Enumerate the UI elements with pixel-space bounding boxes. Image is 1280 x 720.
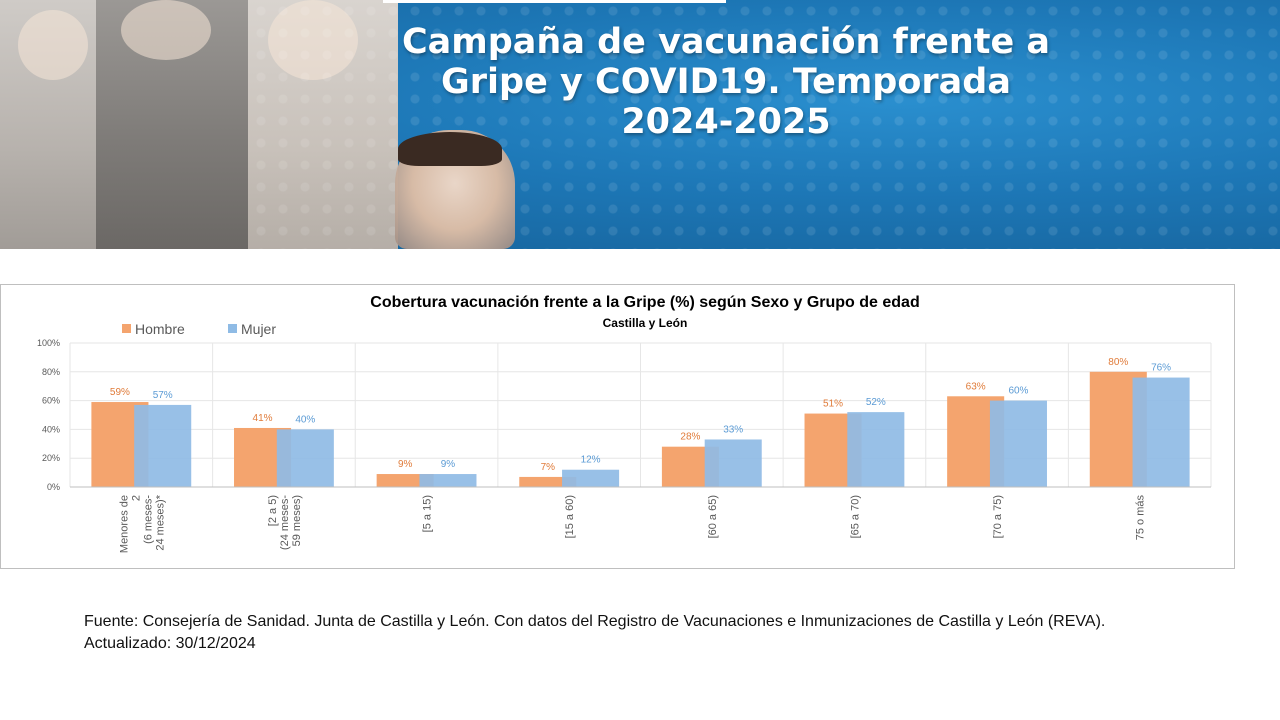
legend-label-mujer: Mujer: [241, 321, 276, 337]
data-label-hombre: 63%: [966, 381, 986, 392]
banner-title-line-3: 2024-2025: [621, 102, 831, 142]
x-tick-label: 24 meses)*: [154, 494, 166, 550]
y-tick-label: 60%: [42, 396, 60, 406]
y-tick-label: 0%: [47, 482, 60, 492]
banner-photo-young-woman: [248, 0, 398, 249]
x-tick-label: (24 meses-: [279, 495, 291, 550]
legend-label-hombre: Hombre: [135, 321, 185, 337]
updated-line: Actualizado: 30/12/2024: [84, 635, 256, 652]
data-label-mujer: 52%: [866, 397, 886, 408]
y-tick-label: 40%: [42, 424, 60, 434]
y-tick-label: 20%: [42, 453, 60, 463]
banner-photo-elderly-man: [96, 0, 248, 249]
data-label-mujer: 33%: [723, 424, 743, 435]
data-label-hombre: 28%: [680, 432, 700, 443]
banner-title-line-1: Campaña de vacunación frente a: [401, 22, 1051, 62]
data-label-hombre: 59%: [110, 387, 130, 398]
bar-mujer: [989, 400, 1047, 487]
legend-swatch-hombre: [122, 324, 131, 333]
x-tick-label: Menores de: [118, 495, 130, 553]
x-tick-label: [70 a 75): [992, 495, 1004, 538]
data-label-hombre: 7%: [541, 462, 556, 473]
y-tick-label: 100%: [37, 338, 60, 348]
data-label-hombre: 9%: [398, 459, 413, 470]
x-tick-label: [5 a 15): [422, 495, 434, 532]
chart-title: Cobertura vacunación frente a la Gripe (…: [370, 294, 919, 311]
x-tick-label: 59 meses): [291, 495, 303, 546]
data-label-mujer: 12%: [581, 455, 601, 466]
bar-hombre: [519, 476, 577, 487]
x-tick-label: (6 meses-: [142, 495, 154, 544]
x-tick-label: 75 o más: [1135, 495, 1147, 541]
bar-mujer: [276, 429, 334, 487]
bar-mujer: [562, 469, 620, 487]
source-note: Fuente: Consejería de Sanidad. Junta de …: [84, 611, 1264, 655]
banner-top-bar: [383, 0, 726, 3]
legend-swatch-mujer: [228, 324, 237, 333]
data-label-hombre: 80%: [1108, 357, 1128, 368]
data-label-hombre: 41%: [253, 413, 273, 424]
x-tick-label: [65 a 70): [849, 495, 861, 538]
x-tick-label: 2: [130, 495, 142, 501]
bar-mujer: [419, 474, 477, 487]
banner-title: Campaña de vacunación frente a Gripe y C…: [296, 22, 1156, 142]
banner-photo-woman: [0, 0, 96, 249]
bar-mujer: [847, 412, 905, 487]
data-label-mujer: 76%: [1151, 363, 1171, 374]
bar-mujer: [1132, 377, 1190, 487]
data-label-mujer: 60%: [1008, 386, 1028, 397]
x-tick-label: [60 a 65): [707, 495, 719, 538]
banner-title-line-2: Gripe y COVID19. Temporada: [441, 62, 1011, 102]
data-label-mujer: 9%: [441, 459, 456, 470]
bar-mujer: [134, 404, 192, 487]
source-line: Fuente: Consejería de Sanidad. Junta de …: [84, 613, 1106, 630]
data-label-mujer: 40%: [295, 414, 315, 425]
y-tick-label: 80%: [42, 367, 60, 377]
bar-hombre: [376, 474, 434, 487]
x-tick-label: [15 a 60): [564, 495, 576, 538]
data-label-mujer: 57%: [153, 390, 173, 401]
chart-subtitle: Castilla y León: [603, 316, 688, 330]
header-banner: Campaña de vacunación frente a Gripe y C…: [0, 0, 1280, 249]
bar-mujer: [704, 439, 762, 487]
banner-photo-child-hair: [398, 132, 502, 166]
x-tick-label: [2 a 5): [267, 495, 279, 526]
data-label-hombre: 51%: [823, 399, 843, 410]
